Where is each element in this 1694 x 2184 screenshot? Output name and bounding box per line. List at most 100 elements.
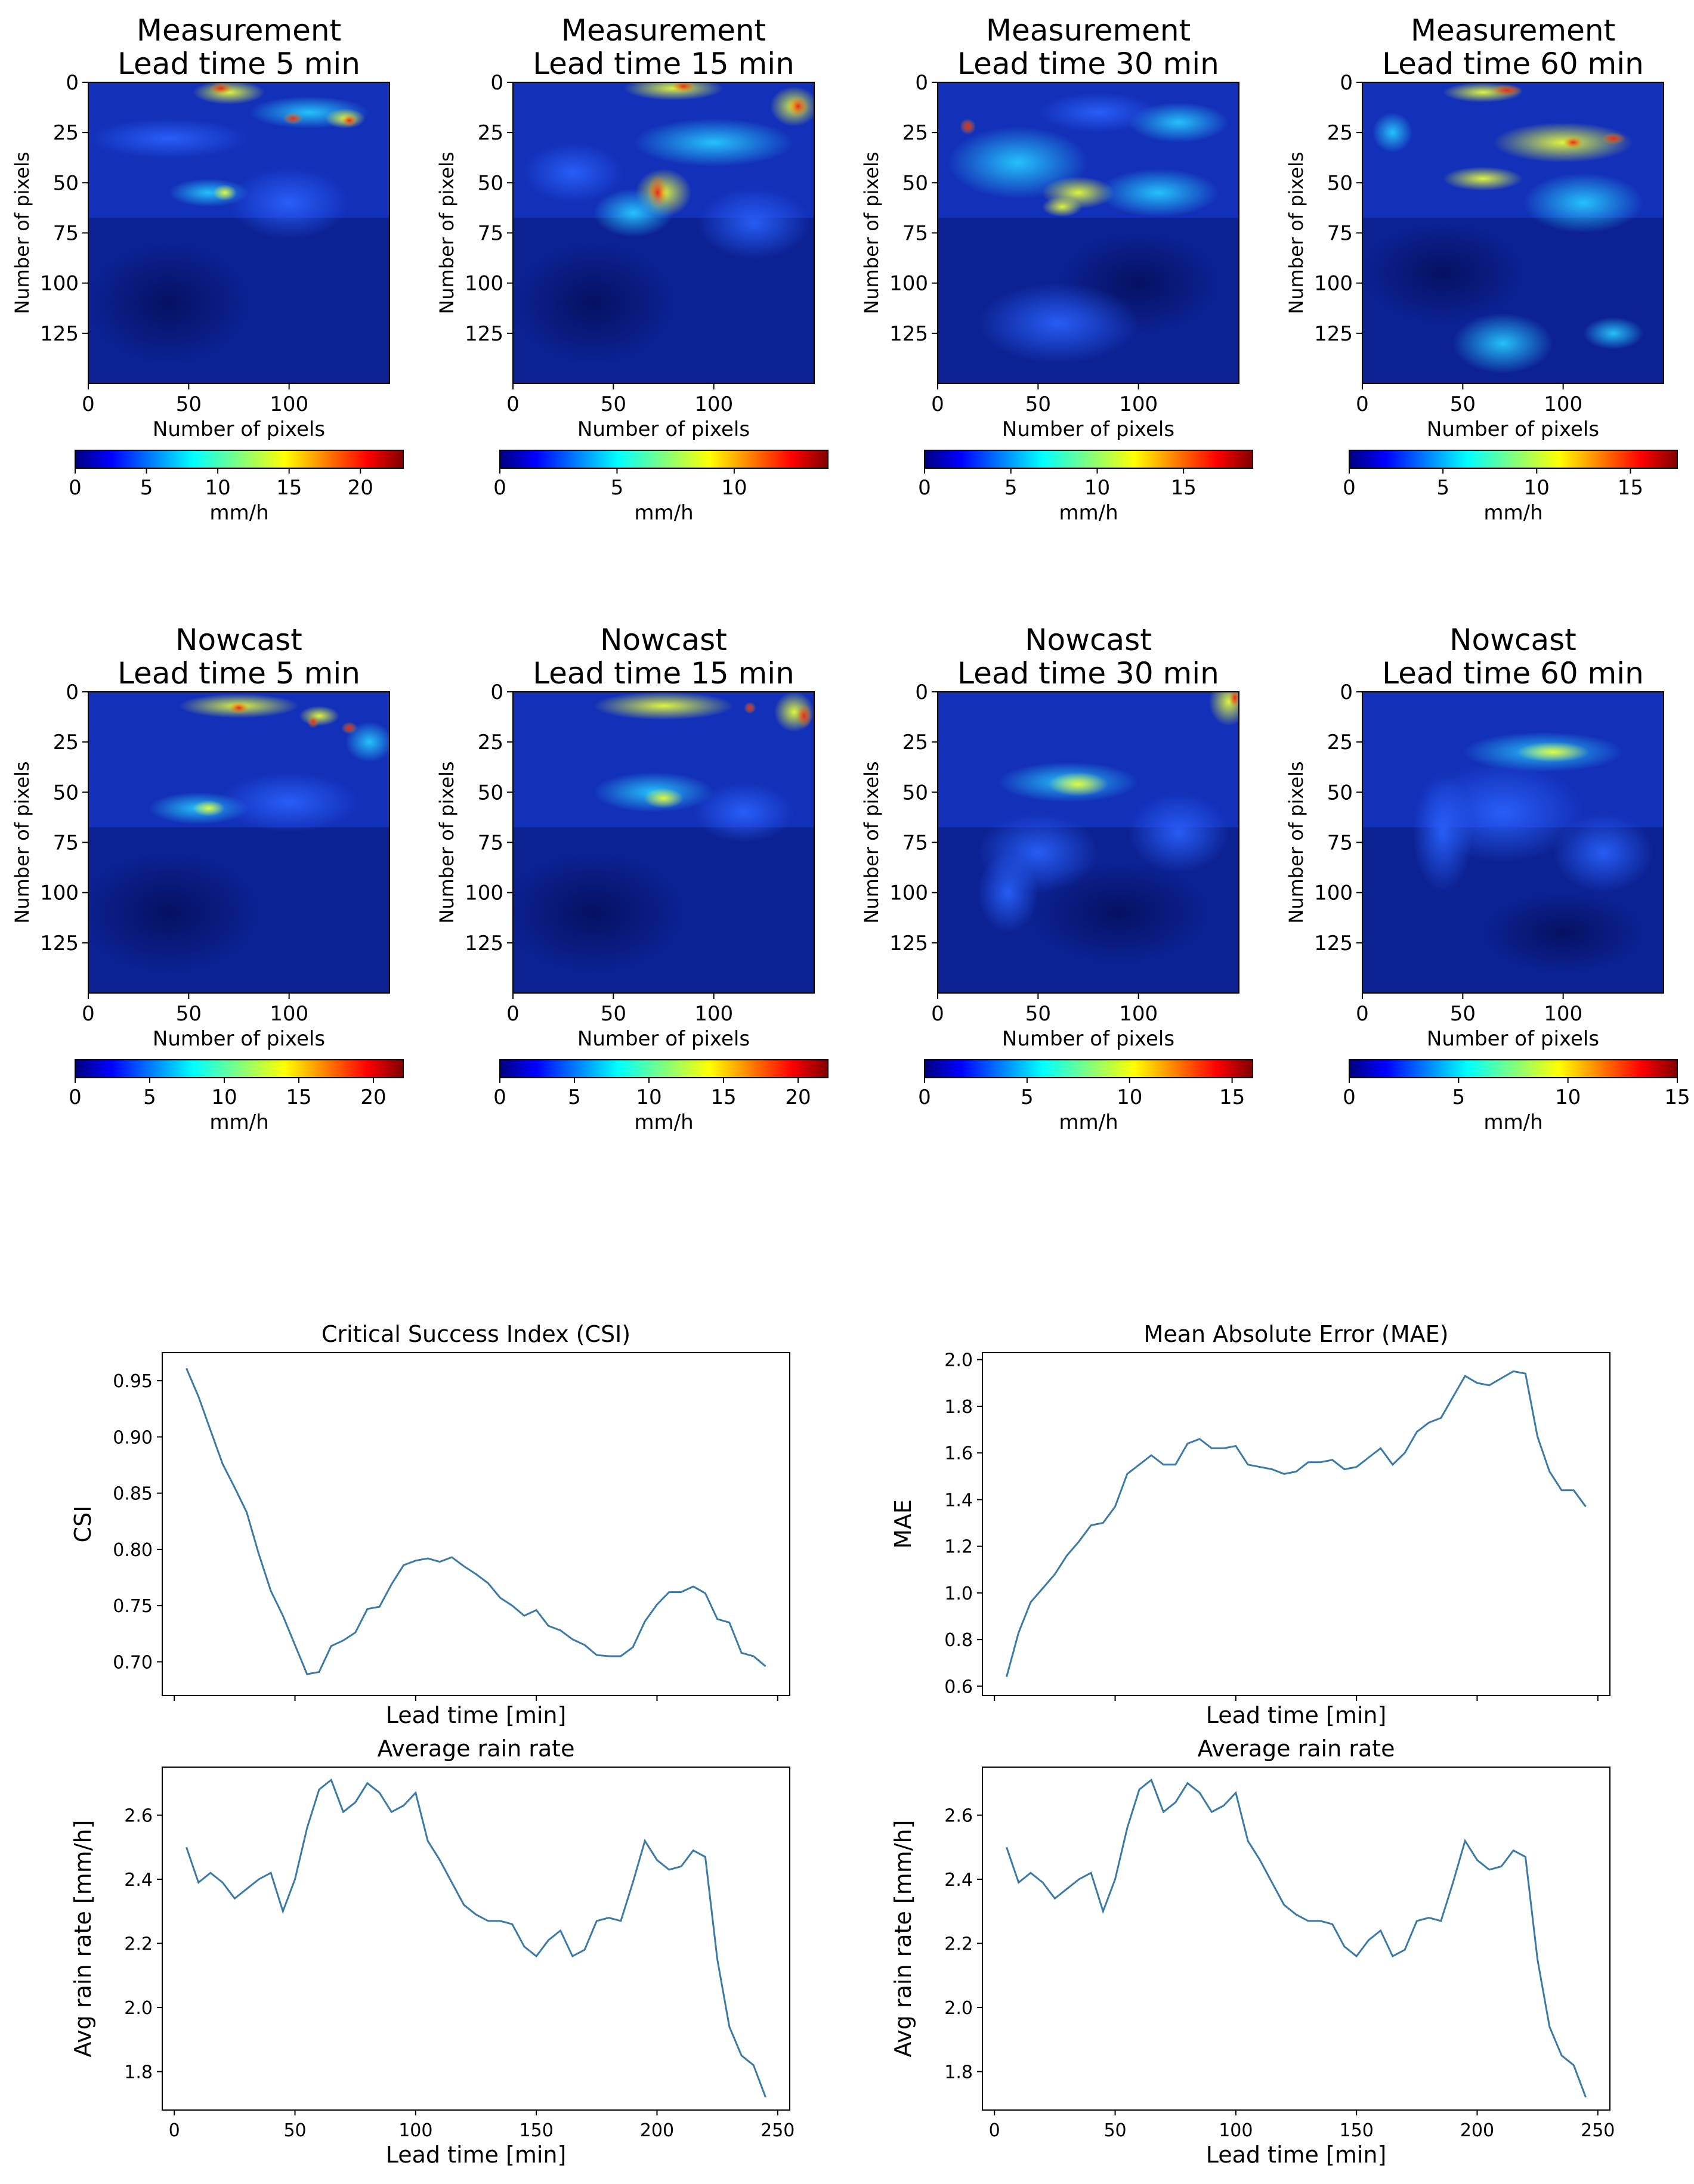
y-tick-label: 50: [53, 781, 79, 805]
heatmap-image: [1362, 692, 1664, 993]
colorbar-tick-label: 0: [1343, 476, 1356, 500]
x-tick-label: 250: [761, 2120, 795, 2141]
y-tick-label: 25: [1327, 121, 1353, 145]
rain-cell: [978, 852, 1038, 933]
colorbar-tick-label: 10: [211, 1085, 237, 1109]
y-tick-label: 2.2: [944, 1934, 973, 1955]
y-tick-label: 2.6: [944, 1806, 973, 1827]
y-tick-label: 25: [902, 731, 928, 754]
colorbar-tick-label: 5: [1436, 476, 1449, 500]
panel-title-line-1: Measurement: [561, 13, 766, 48]
rain-cell: [1491, 84, 1523, 97]
x-axis-label: Number of pixels: [577, 1027, 750, 1051]
x-tick-label: 0: [82, 392, 95, 416]
colorbar-tick-label: 20: [360, 1085, 386, 1109]
panel-title-line-1: Measurement: [986, 13, 1191, 48]
colorbar-tick-label: 5: [1021, 1085, 1034, 1109]
x-tick-label: 0: [169, 2120, 180, 2141]
x-tick-label: 0: [506, 392, 520, 416]
y-tick-label: 50: [1327, 781, 1353, 805]
y-tick-label: 50: [478, 171, 503, 195]
rain-cell: [513, 243, 674, 364]
x-tick-label: 100: [1119, 1002, 1158, 1026]
y-tick-label: 100: [40, 272, 79, 296]
panel-title-line-2: Lead time 5 min: [118, 656, 360, 691]
colorbar-tick-label: 10: [1555, 1085, 1581, 1109]
rain-cell: [228, 166, 350, 239]
rain-cell: [788, 96, 808, 117]
rain-cell: [1517, 742, 1590, 762]
colorbar-label: mm/h: [1059, 501, 1118, 525]
panel-title-line-1: Nowcast: [1449, 623, 1576, 657]
y-tick-label: 25: [53, 121, 79, 145]
colorbar-tick-label: 10: [1084, 476, 1110, 500]
colorbar-tick-label: 10: [205, 476, 230, 500]
y-tick-label: 0.6: [944, 1676, 973, 1697]
x-tick-label: 50: [1450, 1002, 1476, 1026]
panel-title-line-2: Lead time 60 min: [1382, 656, 1644, 691]
y-tick-label: 100: [1314, 881, 1353, 905]
x-tick-label: 0: [82, 1002, 95, 1026]
rain-cell: [593, 188, 674, 237]
x-axis-label: Number of pixels: [1002, 417, 1174, 441]
rain-cell: [796, 704, 812, 728]
y-tick-label: 0: [66, 680, 79, 704]
x-tick-label: 50: [1025, 392, 1051, 416]
y-tick-label: 50: [902, 171, 928, 195]
rain-cell: [283, 112, 304, 125]
line-chart-4: Average rain rate 1.8 2.0 2.2 2.4 2.6 0 50 100 15…: [890, 1736, 1615, 2168]
rain-cell: [228, 701, 249, 714]
colorbar-tick-label: 15: [286, 1085, 311, 1109]
colorbar-label: mm/h: [1483, 1110, 1542, 1134]
plot-frame: [162, 1352, 790, 1696]
rain-cell: [1442, 166, 1523, 191]
x-tick-label: 100: [398, 2120, 432, 2141]
y-tick-label: 0: [66, 71, 79, 95]
rain-cell: [623, 82, 724, 101]
rain-cell: [88, 852, 259, 973]
colorbar-tick-label: 20: [785, 1085, 811, 1109]
heatmap-image: [88, 692, 390, 993]
y-tick-label: 0: [490, 680, 503, 704]
y-tick-label: 1.4: [944, 1490, 973, 1511]
rain-cell: [1042, 196, 1083, 217]
colorbar: [499, 450, 829, 469]
y-tick-label: 2.6: [124, 1806, 153, 1827]
panel-title-line-1: Measurement: [1411, 13, 1615, 48]
colorbar: [1349, 450, 1678, 469]
rain-cell: [1048, 772, 1109, 797]
panel-title-line-1: Nowcast: [1025, 623, 1152, 657]
x-tick-label: 50: [1025, 1002, 1051, 1026]
x-axis-label: Number of pixels: [1002, 1027, 1174, 1051]
rain-cell: [643, 788, 684, 809]
x-axis-label: Lead time [min]: [1206, 2142, 1387, 2168]
rain-cell: [341, 114, 358, 127]
heatmap-image: [938, 82, 1239, 383]
rain-cell: [1128, 792, 1229, 873]
rain-cell: [1523, 172, 1644, 233]
rain-cell: [345, 722, 390, 762]
y-tick-label: 2.4: [124, 1870, 153, 1891]
colorbar-label: mm/h: [209, 1110, 268, 1134]
x-axis-label: Lead time [min]: [1206, 1702, 1387, 1728]
chart-title: Average rain rate: [1198, 1736, 1395, 1762]
y-tick-label: 100: [40, 881, 79, 905]
colorbar-tick-label: 20: [348, 476, 373, 500]
colorbar-tick-label: 0: [493, 476, 506, 500]
colorbar-label: mm/h: [634, 1110, 693, 1134]
rain-cell: [218, 772, 360, 833]
y-tick-label: 0: [1340, 680, 1353, 704]
y-tick-label: 25: [1327, 731, 1353, 754]
x-tick-label: 0: [506, 1002, 520, 1026]
rain-cell: [299, 706, 339, 726]
rain-cell: [513, 852, 684, 973]
rain-cell: [193, 800, 225, 816]
x-tick-label: 50: [1450, 392, 1476, 416]
colorbar: [1349, 1059, 1678, 1078]
plot-frame: [982, 1767, 1610, 2111]
x-tick-label: 50: [601, 1002, 626, 1026]
heatmap-image: [88, 82, 390, 383]
x-tick-label: 0: [931, 1002, 944, 1026]
